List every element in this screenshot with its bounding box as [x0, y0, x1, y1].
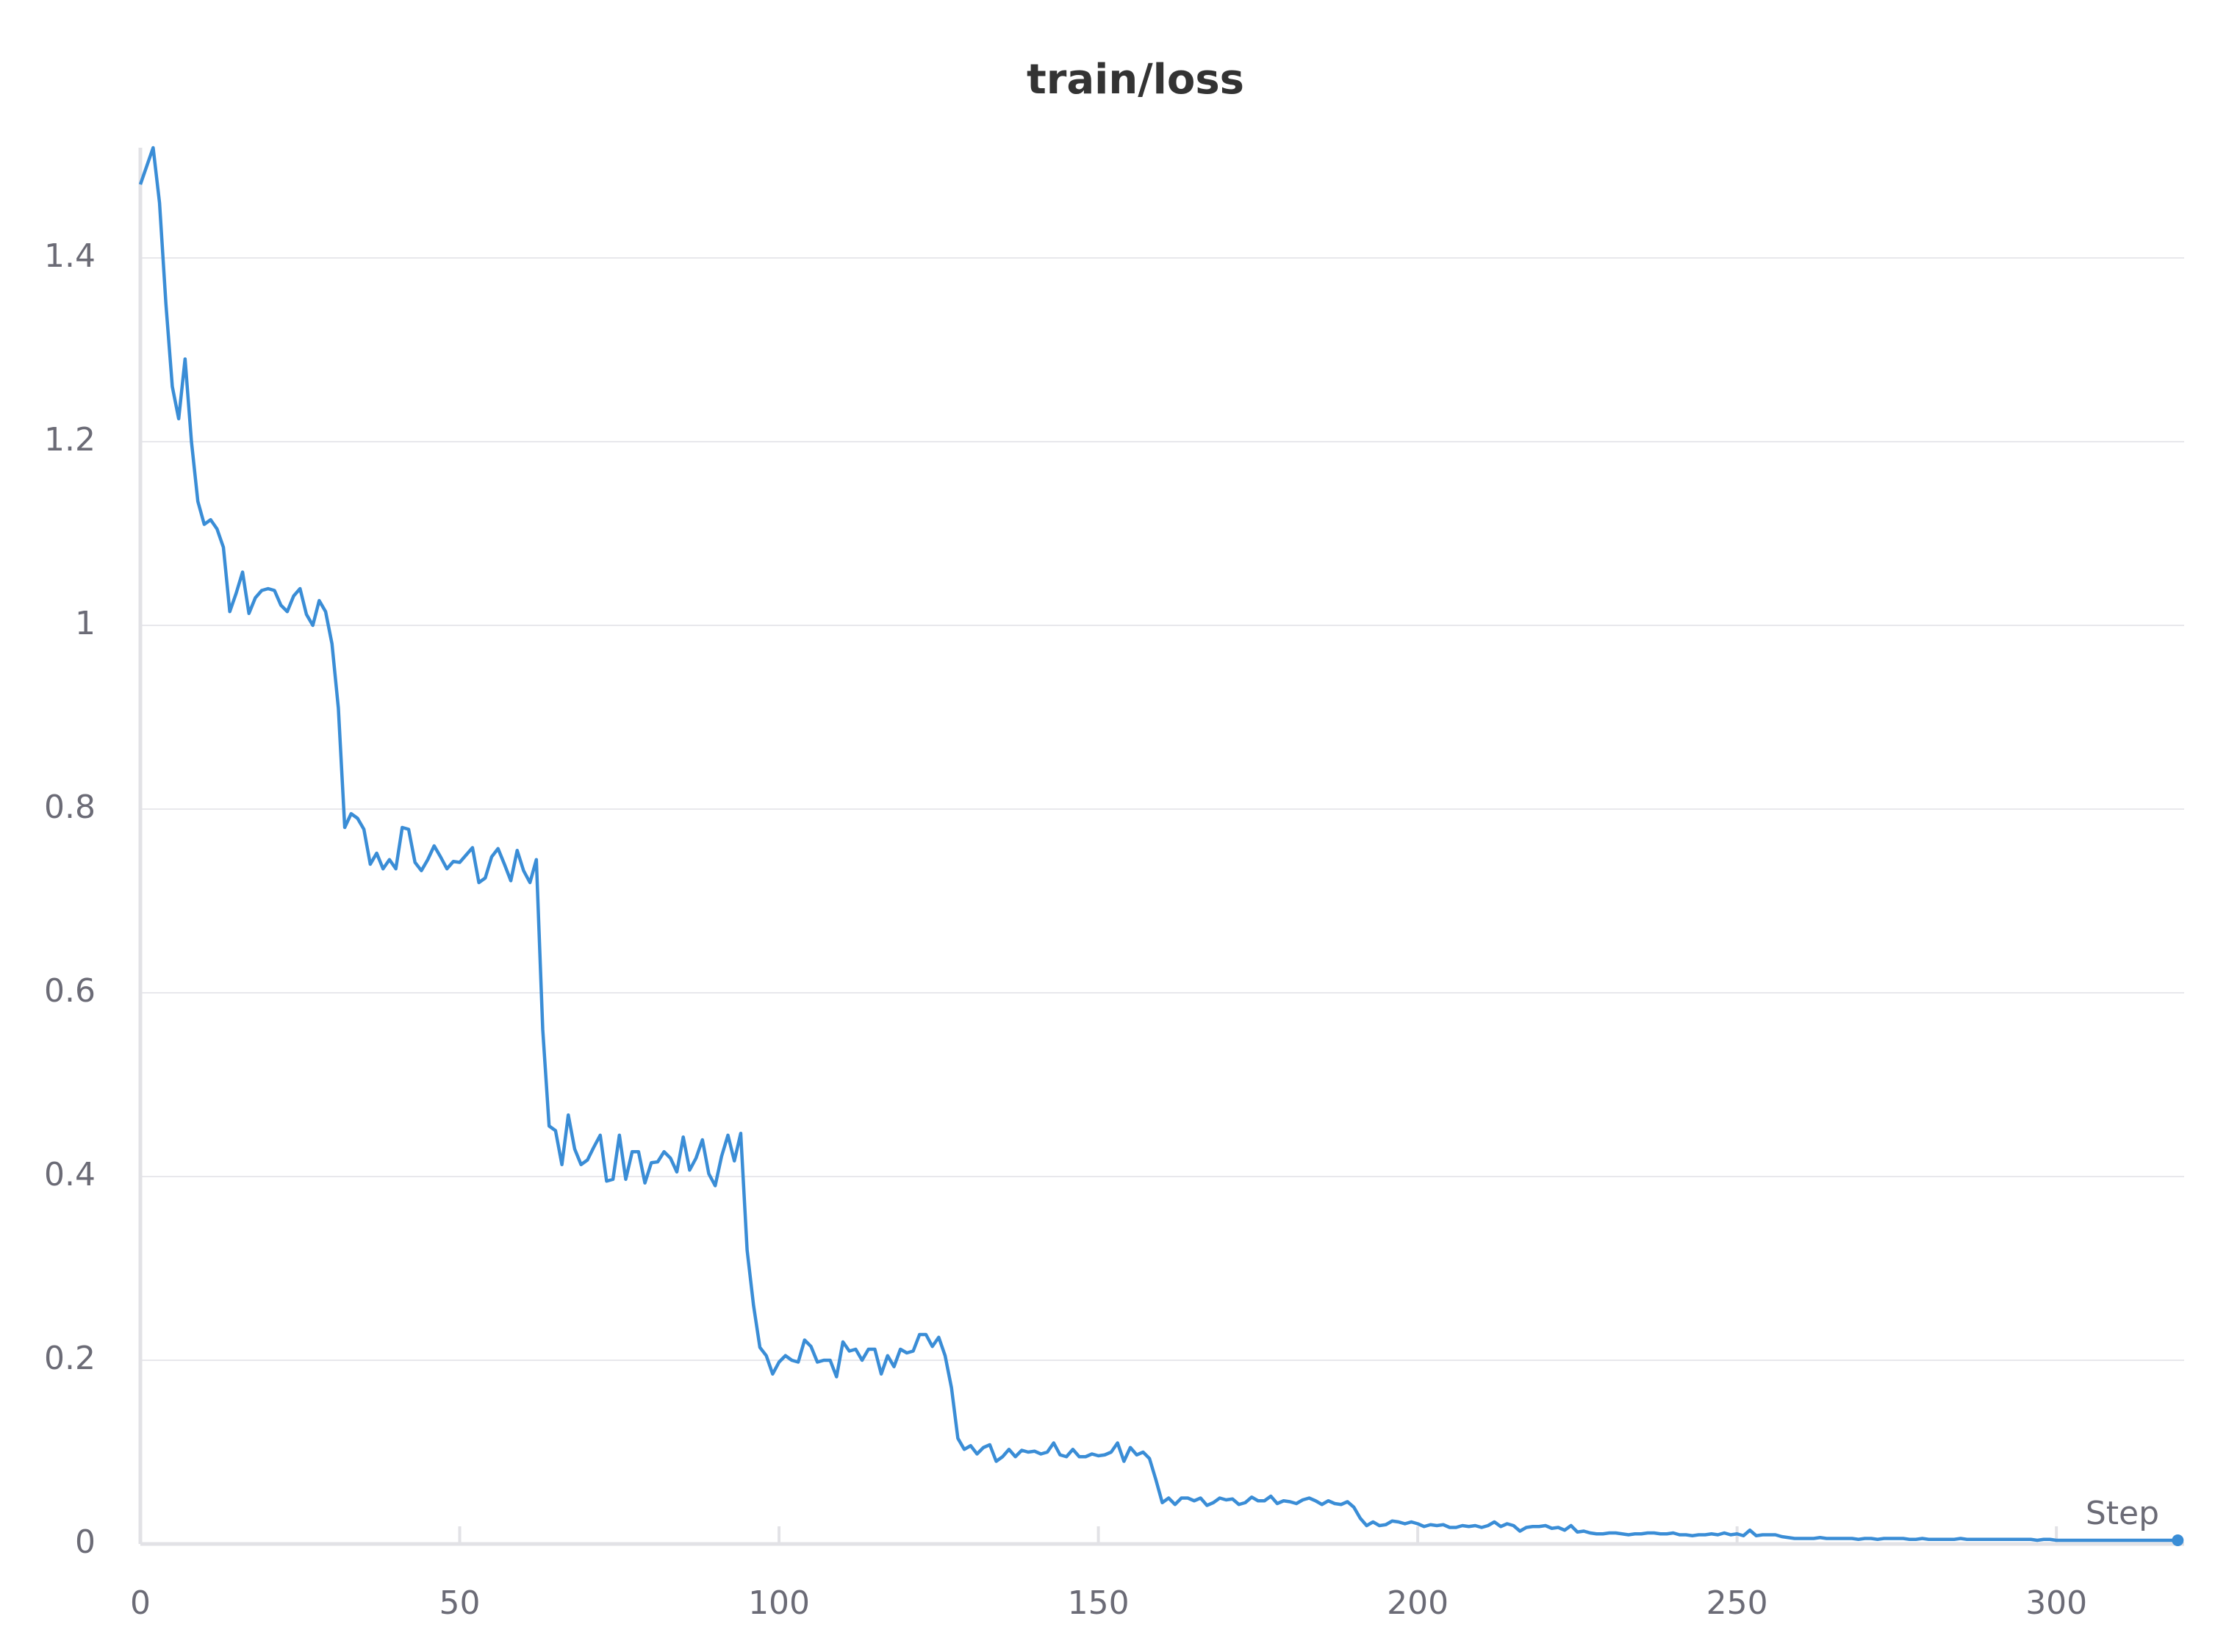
last-point	[2172, 1534, 2184, 1546]
x-tick-label: 100	[748, 1584, 810, 1622]
y-tick-label: 0.4	[44, 1156, 96, 1193]
x-tick-label: 50	[439, 1584, 481, 1622]
x-tick-label: 250	[1706, 1584, 1768, 1622]
y-tick-label: 0.2	[44, 1340, 96, 1377]
x-tick-label: 0	[130, 1584, 151, 1622]
y-tick-label: 0.6	[44, 972, 96, 1010]
y-tick-label: 1.4	[44, 237, 96, 275]
chart-title: train/loss	[1027, 56, 1244, 104]
x-tick-label: 300	[2025, 1584, 2087, 1622]
y-tick-label: 0.8	[44, 789, 96, 826]
x-axis-label: Step	[2086, 1495, 2159, 1532]
loss-line	[138, 146, 2178, 1543]
y-tick-label: 1	[75, 605, 96, 642]
y-tick-label: 1.2	[44, 421, 96, 459]
y-tick-label: 0	[75, 1523, 96, 1561]
x-tick-label: 200	[1387, 1584, 1449, 1622]
x-tick-label: 150	[1068, 1584, 1130, 1622]
